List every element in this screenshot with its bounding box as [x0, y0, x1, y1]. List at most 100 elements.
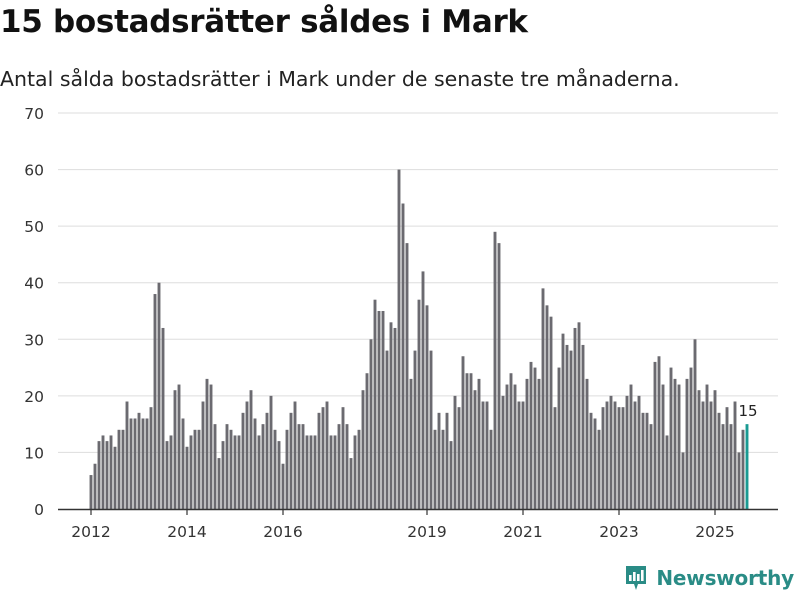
bar: [329, 435, 333, 509]
bar: [261, 424, 265, 509]
bar: [241, 412, 245, 509]
bar: [717, 412, 721, 509]
bar: [557, 367, 561, 509]
bar: [501, 395, 505, 509]
bar: [741, 429, 745, 509]
bar: [573, 327, 577, 509]
bar: [145, 418, 149, 509]
bar: [213, 424, 217, 509]
bar: [297, 424, 301, 509]
bar: [569, 350, 573, 509]
bar: [513, 384, 517, 509]
bar: [229, 429, 233, 509]
bar: [593, 418, 597, 509]
bar: [473, 390, 477, 509]
bar: [161, 327, 165, 509]
bar: [157, 282, 161, 509]
bar: [389, 322, 393, 509]
bar: [169, 435, 173, 509]
bar: [125, 401, 129, 509]
x-tick-label: 2021: [503, 523, 542, 541]
bar: [221, 441, 225, 509]
newsworthy-brand: Newsworthy: [624, 564, 794, 592]
bar: [121, 429, 125, 509]
bar: [589, 412, 593, 509]
bar: [105, 441, 109, 509]
bar: [493, 231, 497, 510]
bar: [285, 429, 289, 509]
bar: [421, 271, 425, 509]
bar: [737, 452, 741, 509]
bar: [525, 378, 529, 509]
bar: [577, 322, 581, 509]
bar: [117, 429, 121, 509]
bar: [609, 395, 613, 509]
chart-subtitle: Antal sålda bostadsrätter i Mark under d…: [0, 67, 680, 91]
bar: [181, 418, 185, 509]
bar: [725, 407, 729, 509]
bar: [149, 407, 153, 509]
bar: [713, 390, 717, 509]
bar: [301, 424, 305, 509]
bar: [657, 356, 661, 509]
chart-title: 15 bostadsrätter såldes i Mark: [0, 4, 528, 40]
bar: [277, 441, 281, 509]
bar: [173, 390, 177, 509]
bar: [153, 294, 157, 509]
bar: [269, 395, 273, 509]
bar: [621, 407, 625, 509]
bar: [109, 435, 113, 509]
bar: [633, 401, 637, 509]
bar: [257, 435, 261, 509]
bar: [281, 463, 285, 509]
bar: [597, 429, 601, 509]
bar: [289, 412, 293, 509]
bar: [377, 311, 381, 509]
bar: [441, 429, 445, 509]
bar: [189, 435, 193, 509]
bar: [729, 424, 733, 509]
bar: [625, 395, 629, 509]
bar: [97, 441, 101, 509]
bar: [425, 305, 429, 509]
bar: [333, 435, 337, 509]
bar: [721, 424, 725, 509]
y-axis-labels: 0 10 20 30 40 50 60 70: [24, 105, 44, 519]
bar: [649, 424, 653, 509]
x-tick-label: 2025: [695, 523, 734, 541]
x-tick-label: 2023: [599, 523, 638, 541]
bar: [177, 384, 181, 509]
bar: [353, 435, 357, 509]
y-tick-label: 0: [34, 501, 44, 519]
bar: [653, 361, 657, 509]
bar: [305, 435, 309, 509]
bar: [429, 350, 433, 509]
bar: [209, 384, 213, 509]
bar: [537, 378, 541, 509]
bar: [549, 316, 553, 509]
bar: [369, 339, 373, 509]
bar: [233, 435, 237, 509]
bar: [541, 288, 545, 509]
bar: [349, 458, 353, 509]
bar: [393, 327, 397, 509]
x-tick-label: 2012: [71, 523, 110, 541]
y-tick-label: 70: [24, 105, 44, 123]
bar: [405, 243, 409, 509]
bar: [193, 429, 197, 509]
bar: [253, 418, 257, 509]
bar: [665, 435, 669, 509]
bar: [521, 401, 525, 509]
bar: [701, 401, 705, 509]
bar: [341, 407, 345, 509]
bars: [89, 169, 749, 510]
x-tick-label: 2019: [407, 523, 446, 541]
bar: [201, 401, 205, 509]
newsworthy-logo-icon: [626, 566, 647, 590]
bar: [637, 395, 641, 509]
bar: [205, 378, 209, 509]
bar: [681, 452, 685, 509]
y-tick-label: 20: [24, 388, 44, 406]
bar: [185, 446, 189, 509]
bar: [417, 299, 421, 509]
